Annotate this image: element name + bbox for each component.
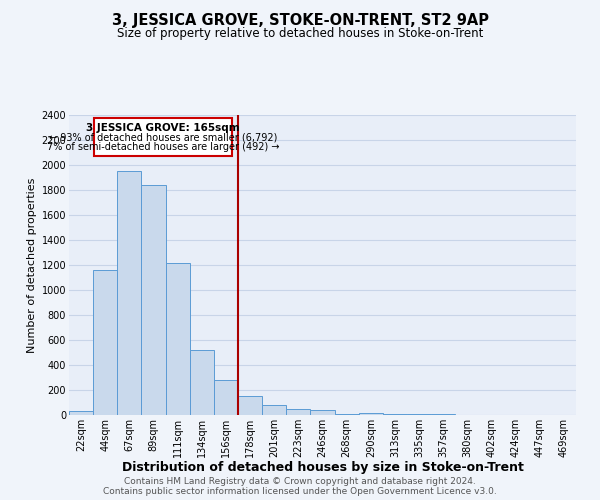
- Bar: [262, 405, 286, 415]
- Bar: [407, 414, 431, 415]
- Bar: [238, 396, 262, 415]
- Text: 7% of semi-detached houses are larger (492) →: 7% of semi-detached houses are larger (4…: [47, 142, 280, 152]
- Text: Size of property relative to detached houses in Stoke-on-Trent: Size of property relative to detached ho…: [117, 28, 483, 40]
- Bar: [359, 413, 383, 415]
- Bar: [310, 410, 335, 415]
- Bar: [214, 380, 238, 415]
- Y-axis label: Number of detached properties: Number of detached properties: [28, 178, 37, 352]
- Bar: [142, 185, 166, 415]
- Text: Contains HM Land Registry data © Crown copyright and database right 2024.: Contains HM Land Registry data © Crown c…: [124, 477, 476, 486]
- Text: 3 JESSICA GROVE: 165sqm: 3 JESSICA GROVE: 165sqm: [86, 123, 240, 133]
- Bar: [190, 350, 214, 415]
- Bar: [166, 262, 190, 415]
- Bar: [93, 270, 117, 415]
- X-axis label: Distribution of detached houses by size in Stoke-on-Trent: Distribution of detached houses by size …: [122, 462, 523, 474]
- Bar: [335, 414, 359, 415]
- Text: Contains public sector information licensed under the Open Government Licence v3: Contains public sector information licen…: [103, 487, 497, 496]
- Bar: [383, 414, 407, 415]
- Text: 3, JESSICA GROVE, STOKE-ON-TRENT, ST2 9AP: 3, JESSICA GROVE, STOKE-ON-TRENT, ST2 9A…: [112, 12, 488, 28]
- Bar: [117, 171, 142, 415]
- FancyBboxPatch shape: [94, 118, 232, 156]
- Bar: [69, 411, 93, 415]
- Bar: [431, 414, 455, 415]
- Text: ← 93% of detached houses are smaller (6,792): ← 93% of detached houses are smaller (6,…: [49, 132, 277, 142]
- Bar: [286, 409, 310, 415]
